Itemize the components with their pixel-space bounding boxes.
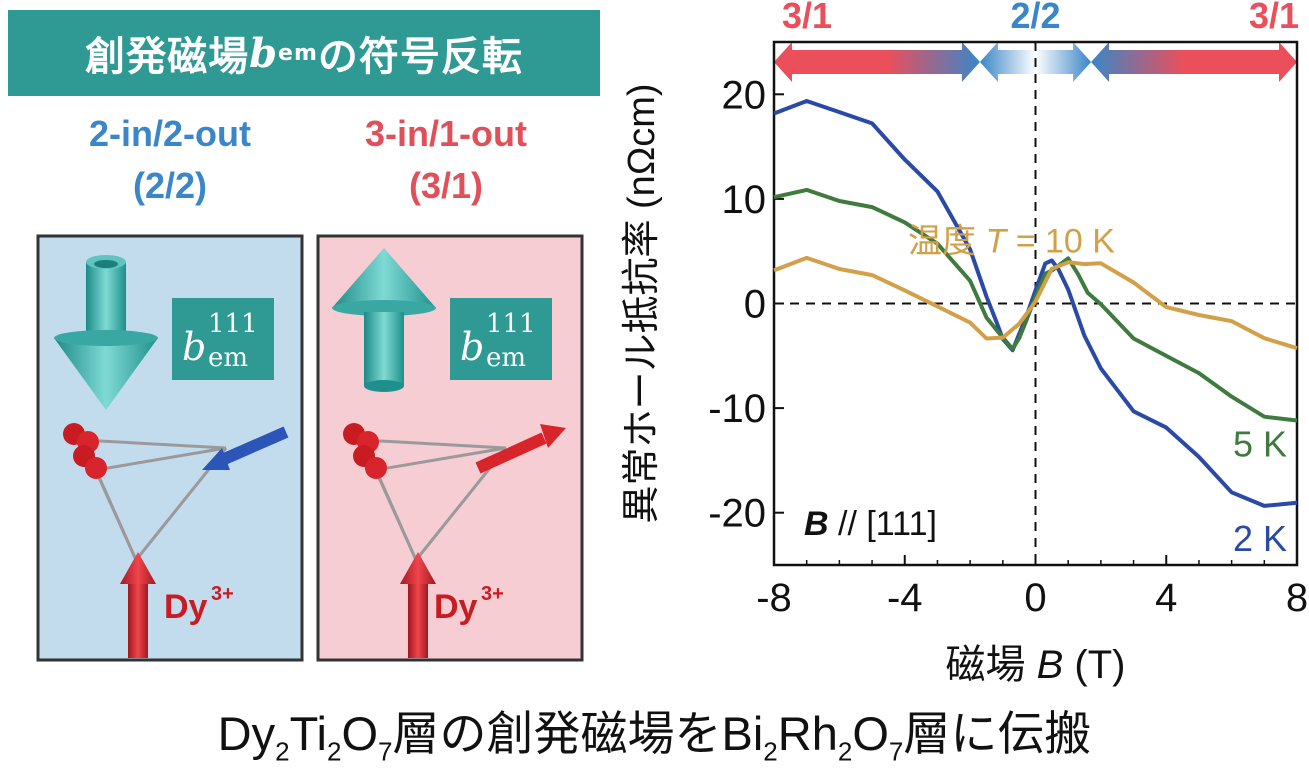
series-line-10K xyxy=(773,255,1298,351)
caption: Dy2Ti2O7層の創発磁場をBi2Rh2O7層に伝搬 xyxy=(0,695,1309,767)
title-banner: 創発磁場 b em の符号反転 xyxy=(8,10,600,96)
x-tick-label: 4 xyxy=(1155,576,1177,620)
caption-part: Ti xyxy=(289,707,327,760)
title-suffix: の符号反転 xyxy=(317,34,523,80)
x-tick-label: 0 xyxy=(1024,576,1046,620)
title-prefix: 創発磁場 xyxy=(85,34,250,80)
config-left-panel: b 111 em Dy 3+ xyxy=(36,234,304,662)
x-tick-label: -4 xyxy=(887,576,923,620)
y-tick-label: 20 xyxy=(722,73,767,117)
field-direction-annotation: B // [111] xyxy=(804,505,937,543)
caption-part: 層の創発磁場をBi xyxy=(392,707,764,760)
caption-part: 層に伝搬 xyxy=(903,707,1092,760)
y-axis-label: 異常ホール抵抗率 (nΩcm) xyxy=(621,83,663,523)
x-axis-label-prefix: 磁場 xyxy=(946,643,1037,687)
title-sub: em xyxy=(278,40,318,66)
bem-up-arrow-icon xyxy=(332,248,436,392)
region-label: 3/1 xyxy=(1249,0,1299,36)
spin-in-cluster-icon xyxy=(343,423,387,479)
series-label-5K: 5 K xyxy=(1233,424,1287,465)
y-tick-label: -20 xyxy=(708,492,766,536)
x-axis-label-var: B xyxy=(1037,643,1064,687)
bem-down-arrow-icon xyxy=(54,255,158,410)
spin-out-blue-arrow-icon xyxy=(202,426,289,470)
temperature-annotation-var: T xyxy=(985,223,1008,261)
spin-up-red-arrow-icon xyxy=(400,552,436,658)
hall-resistivity-chart: 3/1 2/2 3/1 -8 -4 0 4 8 20 10 0 -10 -20 5 K 2 K 異常ホー… xyxy=(621,0,1308,687)
config-right-panel: b 111 em Dy 3+ xyxy=(316,234,584,662)
region-label: 2/2 xyxy=(1010,0,1060,36)
config-left-short: (2/2) xyxy=(132,165,208,206)
series-label-2K: 2 K xyxy=(1233,518,1287,559)
caption-subscript: 7 xyxy=(378,736,393,767)
x-axis-label-unit: (T) xyxy=(1063,643,1125,687)
caption-part: Rh xyxy=(777,707,838,760)
field-direction-var: B xyxy=(804,505,829,543)
dy-ion-charge: 3+ xyxy=(211,583,234,605)
config-right-short: (3/1) xyxy=(408,165,484,206)
x-tick-label: 8 xyxy=(1286,576,1308,620)
caption-subscript: 2 xyxy=(763,736,778,767)
series-line-5K xyxy=(773,187,1298,423)
bem-symbol: b xyxy=(182,325,206,369)
dy-ion-charge: 3+ xyxy=(481,583,504,605)
tetrahedron-icon xyxy=(360,438,508,561)
spin-in-cluster-icon xyxy=(63,423,107,479)
temperature-annotation-prefix: 温度 xyxy=(908,223,985,261)
caption-subscript: 7 xyxy=(888,736,904,767)
x-tick-label: -8 xyxy=(756,576,792,620)
field-direction-rest: // [111] xyxy=(829,505,937,543)
config-right-label: 3-in/1-out xyxy=(365,113,527,154)
dy-ion-label: Dy xyxy=(434,588,478,626)
caption-subscript: 2 xyxy=(837,736,853,767)
caption-subscript: 2 xyxy=(275,736,290,767)
bem-subscript: em xyxy=(486,343,526,373)
config-left-label: 2-in/2-out xyxy=(89,113,251,154)
bem-superscript: 111 xyxy=(208,309,258,339)
dy-ion-label: Dy xyxy=(164,588,208,626)
x-axis-label: 磁場 B (T) xyxy=(946,643,1126,687)
region-arrow xyxy=(1091,42,1297,82)
bem-symbol: b xyxy=(460,325,484,369)
spin-up-red-arrow-icon xyxy=(120,552,156,658)
y-tick-label: 10 xyxy=(722,178,767,222)
y-tick-label: -10 xyxy=(708,387,766,431)
bem-subscript: em xyxy=(208,343,248,373)
title-b: b xyxy=(249,29,279,77)
caption-subscript: 2 xyxy=(326,736,342,767)
caption-part: Dy xyxy=(217,707,276,760)
caption-part: O xyxy=(852,707,889,760)
region-arrow xyxy=(774,42,980,82)
temperature-annotation: 温度 T = 10 K xyxy=(908,223,1115,261)
region-label: 3/1 xyxy=(782,0,832,36)
bem-superscript: 111 xyxy=(486,309,536,339)
temperature-annotation-value: = 10 K xyxy=(1006,223,1115,261)
caption-part: O xyxy=(341,707,379,760)
y-tick-label: 0 xyxy=(744,283,766,327)
spin-in-red-arrow-icon xyxy=(475,424,566,474)
